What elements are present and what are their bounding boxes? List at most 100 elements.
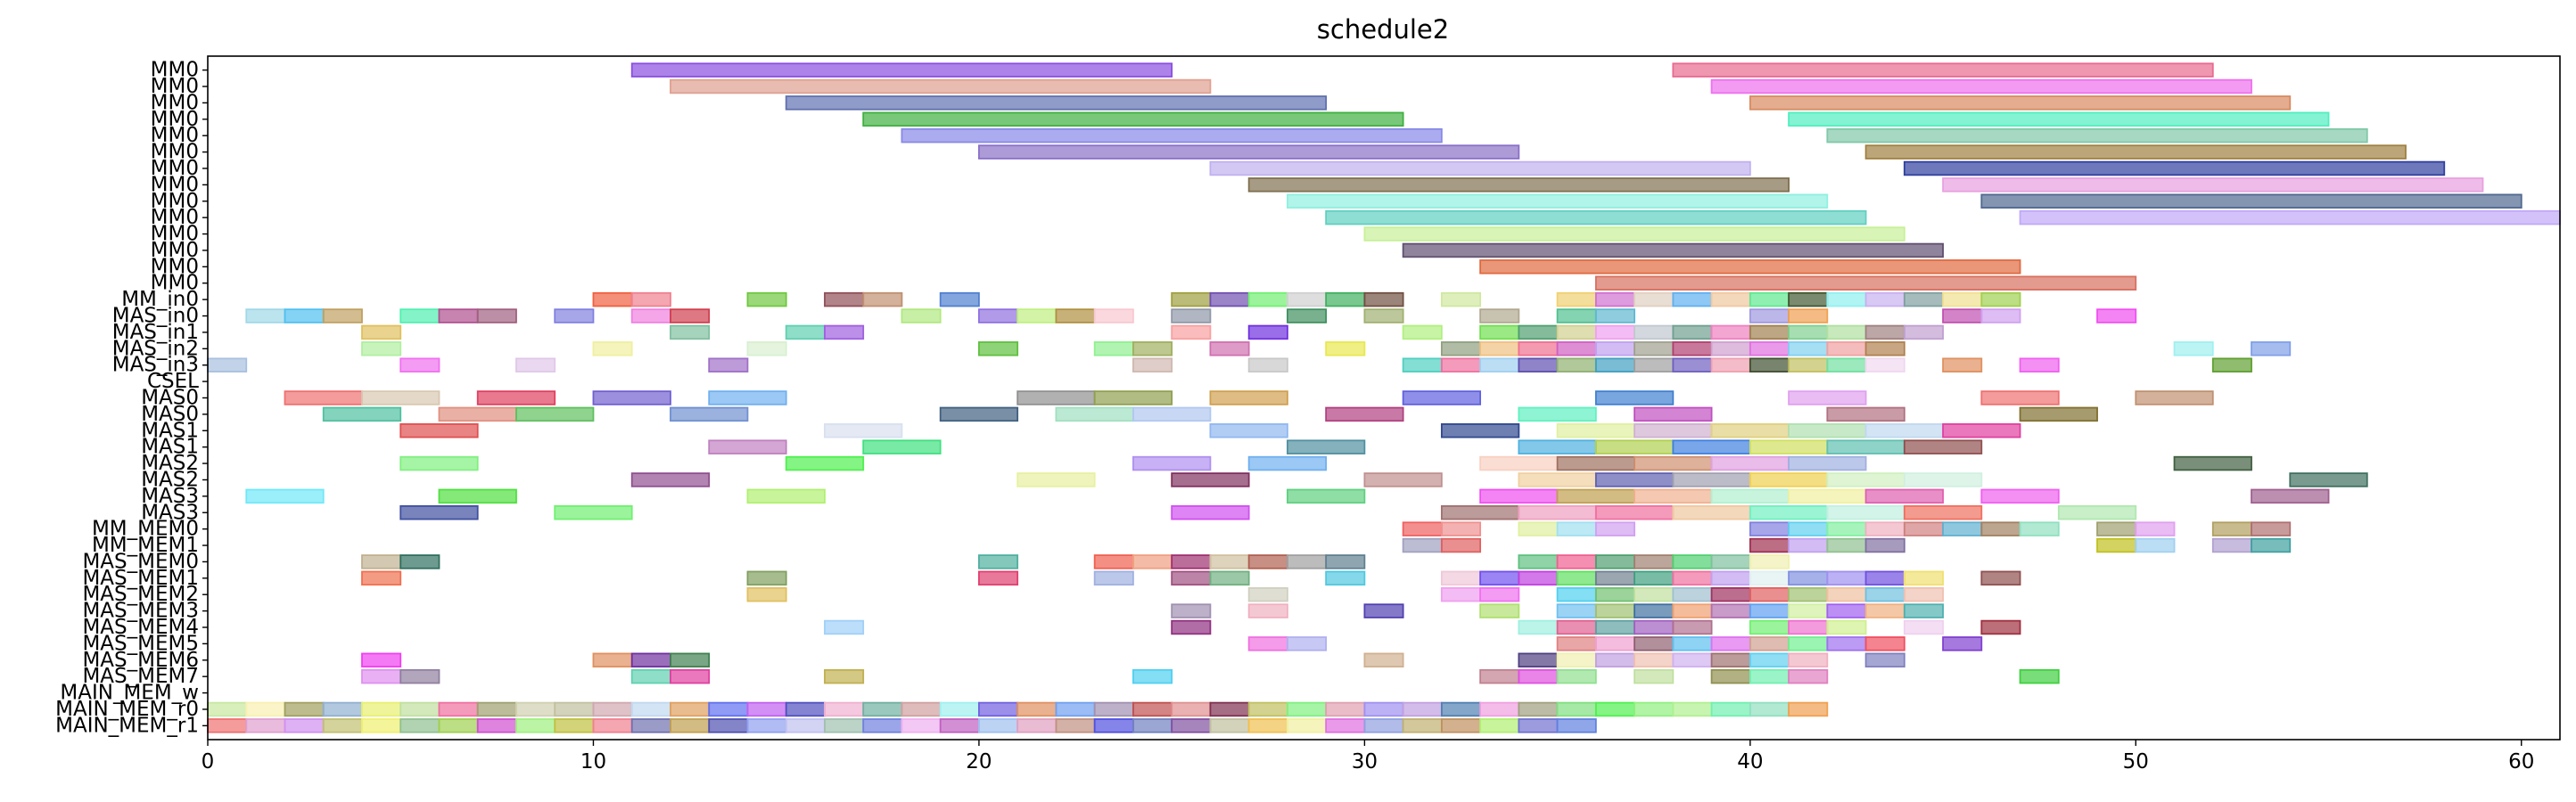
task-bar [438, 701, 479, 717]
task-bar [1479, 259, 2021, 274]
task-bar [1749, 521, 1790, 536]
task-bar [1171, 324, 1212, 340]
task-bar [1440, 357, 1482, 372]
task-bar [1864, 488, 1944, 504]
task-bar [978, 554, 1019, 569]
task-bar [438, 406, 517, 422]
y-tick-label: MAIN_MEM_r1 [55, 714, 199, 737]
task-bar [1556, 619, 1597, 635]
task-bar [1286, 291, 1328, 307]
task-bar [1209, 341, 1250, 356]
task-bar [1672, 701, 1713, 717]
task-bar [1788, 291, 1829, 307]
task-bar [1672, 357, 1713, 372]
task-bar [1093, 570, 1134, 586]
task-bar [1479, 455, 1559, 471]
task-bar [284, 701, 325, 717]
task-bar [1171, 308, 1212, 323]
task-bar [1518, 324, 1559, 340]
task-bar [1749, 357, 1790, 372]
task-bar [1209, 423, 1288, 438]
y-tick-label: MM0 [151, 272, 199, 295]
task-bar [1980, 308, 2021, 323]
task-bar [1826, 603, 1867, 618]
y-tick-label: MAS3 [141, 501, 199, 524]
task-bar [1903, 504, 1983, 520]
task-bar [1479, 308, 1520, 323]
task-bar [1903, 324, 1944, 340]
y-tick-label: MM0 [151, 75, 199, 98]
task-bar [1247, 636, 1288, 651]
task-bar [2019, 521, 2060, 536]
task-bar [978, 701, 1019, 717]
task-bar [1594, 357, 1635, 372]
task-bar [1363, 718, 1404, 733]
y-tick-label: MM0 [151, 91, 199, 114]
task-bar [438, 488, 517, 504]
task-bar [1826, 521, 1867, 536]
task-bar [1788, 111, 2330, 127]
task-bar [1325, 406, 1404, 422]
task-bar [2096, 308, 2137, 323]
y-tick-label: MAS3 [141, 485, 199, 508]
task-bar [901, 718, 942, 733]
task-bar [1479, 324, 1520, 340]
task-bar [1479, 570, 1520, 586]
task-bar [1864, 636, 1905, 651]
task-bar [1749, 341, 1790, 356]
task-bar [361, 668, 402, 684]
task-bar [1788, 341, 1829, 356]
task-bar [1247, 554, 1288, 569]
task-bar [1826, 472, 1905, 487]
task-bar [1363, 308, 1404, 323]
task-bar [322, 308, 363, 323]
task-bar [399, 718, 440, 733]
task-bar [1942, 423, 2021, 438]
task-bar [1440, 537, 1482, 553]
task-bar [1556, 668, 1597, 684]
task-bar [245, 701, 286, 717]
y-tick-label: MAS_in3 [112, 354, 199, 377]
task-bar [1749, 472, 1829, 487]
task-bar [361, 390, 440, 405]
task-bar [361, 341, 402, 356]
task-bar [1634, 406, 1713, 422]
task-bar [1171, 570, 1212, 586]
task-bar [1402, 242, 1944, 258]
task-bar [1518, 357, 1559, 372]
task-bar [670, 78, 1212, 94]
task-bar [1247, 324, 1288, 340]
x-tick-label: 60 [2508, 750, 2534, 773]
task-bar [554, 718, 595, 733]
task-bar [939, 291, 980, 307]
task-bar [978, 718, 1019, 733]
task-bar [1594, 603, 1635, 618]
task-bar [1749, 619, 1790, 635]
task-bar [1440, 586, 1482, 602]
task-bar [1710, 554, 1751, 569]
task-bar [1132, 455, 1212, 471]
task-bar [1864, 341, 1905, 356]
task-bar [207, 718, 248, 733]
x-tick-label: 50 [2123, 750, 2149, 773]
task-bar [1710, 423, 1790, 438]
task-bar [1710, 652, 1751, 668]
task-bar [1556, 521, 1597, 536]
task-bar [515, 718, 556, 733]
task-bar [1286, 488, 1366, 504]
task-bar [1788, 423, 1867, 438]
task-bar [1634, 636, 1675, 651]
task-bar [630, 668, 671, 684]
task-bar [939, 406, 1019, 422]
task-bar [1132, 357, 1173, 372]
task-bar [1672, 291, 1713, 307]
task-bar [476, 390, 556, 405]
x-tick-label: 20 [966, 750, 992, 773]
y-tick-label: MM0 [151, 190, 199, 213]
task-bar [1864, 603, 1905, 618]
task-bar [1749, 537, 1790, 553]
y-tick-label: MAIN_MEM_r0 [55, 698, 199, 721]
y-tick-label: MM0 [151, 173, 199, 196]
task-bar [1556, 423, 1635, 438]
task-bar [1864, 537, 1905, 553]
